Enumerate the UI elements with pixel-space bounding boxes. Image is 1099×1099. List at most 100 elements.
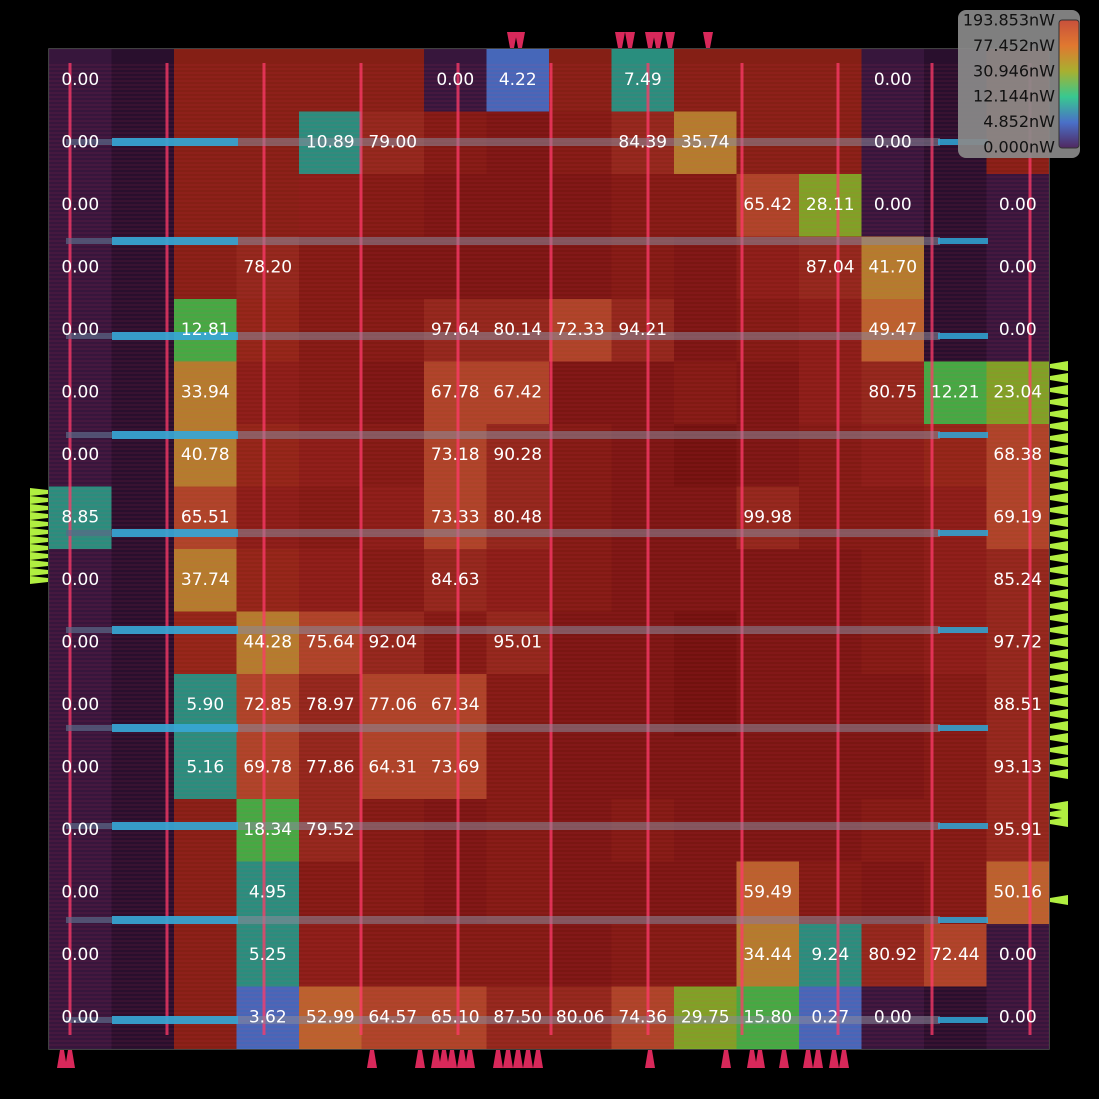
heatmap-cell — [799, 924, 862, 987]
cell-value-label: 0.00 — [999, 1007, 1037, 1027]
cell-value-label: 37.74 — [181, 570, 230, 590]
heatmap-cell — [799, 861, 862, 924]
cell-value-label: 64.57 — [368, 1007, 417, 1027]
io-pin-bottom — [415, 1050, 425, 1068]
heatmap-cell — [49, 486, 112, 549]
routing-overlay — [49, 63, 1049, 1046]
cell-value-label: 0.00 — [61, 382, 99, 402]
cell-value-label: 4.95 — [249, 882, 287, 902]
cell-value-label: 77.06 — [368, 695, 417, 715]
power-rail-segment — [112, 626, 238, 634]
power-rail-horizontal — [112, 431, 940, 439]
io-pin-right — [1050, 697, 1068, 707]
io-pin-left — [30, 504, 48, 512]
heatmap-cell — [924, 549, 987, 612]
heatmap-cell — [361, 736, 424, 799]
power-rail-segment — [112, 237, 238, 245]
heatmap-cell — [299, 611, 362, 674]
cell-value-label: 65.51 — [181, 507, 230, 527]
heatmap-cell — [549, 861, 612, 924]
heatmap-cell — [861, 174, 924, 237]
cell-value-label: 40.78 — [181, 445, 230, 465]
io-pin-left — [30, 512, 48, 520]
cell-value-label: 44.28 — [243, 632, 292, 652]
heatmap-cell — [486, 924, 549, 987]
io-pin-right — [1050, 685, 1068, 695]
heatmap-cell — [236, 861, 299, 924]
power-rail-segment — [938, 530, 988, 536]
power-rail-segment — [112, 529, 238, 537]
heatmap-cell — [111, 924, 174, 987]
heatmap-cell — [736, 924, 799, 987]
heatmap-cell — [299, 361, 362, 424]
legend-colorbar — [1058, 19, 1080, 149]
io-pin-right — [1050, 757, 1068, 767]
heatmap-cell — [174, 611, 237, 674]
cell-value-label: 8.85 — [61, 507, 99, 527]
heatmap-cell — [549, 236, 612, 299]
heatmap-cell — [174, 361, 237, 424]
heatmap-cell — [424, 861, 487, 924]
cell-value-label: 65.10 — [431, 1007, 480, 1027]
heatmap-cell — [861, 236, 924, 299]
cell-value-label: 9.24 — [811, 945, 849, 965]
heatmap-cell — [49, 799, 112, 862]
power-rail-stub — [66, 530, 112, 536]
io-pin-right — [1050, 721, 1068, 731]
power-rail-stub — [66, 725, 112, 731]
heatmap-cell — [799, 799, 862, 862]
power-rail-stub — [66, 823, 112, 829]
heatmap-cell — [486, 49, 549, 112]
heatmap-cell — [611, 924, 674, 987]
io-pin-bottom — [465, 1050, 475, 1068]
heatmap-cell — [674, 549, 737, 612]
heatmap-cell — [674, 861, 737, 924]
cell-value-label: 35.74 — [681, 132, 730, 152]
io-pin-right — [1050, 769, 1068, 779]
heatmap-cell — [736, 236, 799, 299]
heatmap-cell — [799, 49, 862, 112]
cell-value-label: 0.00 — [999, 945, 1037, 965]
cell-value-label: 67.34 — [431, 695, 480, 715]
heatmap-cell — [236, 299, 299, 362]
heatmap-cell — [174, 736, 237, 799]
heatmap-cell — [361, 549, 424, 612]
heatmap-cell — [924, 861, 987, 924]
heatmap-cell — [49, 299, 112, 362]
cell-value-label: 80.06 — [556, 1007, 605, 1027]
io-pin-right — [1050, 809, 1068, 819]
legend-tick-label: 12.144nW — [973, 87, 1055, 106]
heatmap-cell — [424, 361, 487, 424]
power-rail-horizontal — [112, 822, 940, 830]
cell-value-label: 68.38 — [993, 445, 1042, 465]
heatmap-cell — [174, 861, 237, 924]
heatmap-cell — [299, 174, 362, 237]
heatmap-cell — [611, 299, 674, 362]
heatmap-cell — [736, 861, 799, 924]
heatmap-cell — [486, 174, 549, 237]
heatmap-cell — [924, 361, 987, 424]
cell-value-label: 67.78 — [431, 382, 480, 402]
heatmap-cell — [611, 736, 674, 799]
heatmap-cell — [111, 736, 174, 799]
heatmap-cell — [799, 549, 862, 612]
heatmap-cell — [861, 611, 924, 674]
legend-box — [958, 10, 1080, 158]
cell-value-label: 0.00 — [874, 132, 912, 152]
cell-value-label: 94.21 — [618, 320, 667, 340]
heatmap-cell — [611, 174, 674, 237]
heatmap-cell — [236, 49, 299, 112]
heatmap-cell — [549, 49, 612, 112]
heatmap-cell — [861, 486, 924, 549]
io-pin-left — [30, 552, 48, 560]
io-pin-bottom — [813, 1050, 823, 1068]
heatmap-cell — [799, 611, 862, 674]
heatmap-cell — [799, 174, 862, 237]
cell-value-label: 67.42 — [493, 382, 542, 402]
io-pin-bottom — [447, 1050, 457, 1068]
io-pin-right — [1050, 733, 1068, 743]
cell-value-label: 99.98 — [743, 507, 792, 527]
heatmap-cell — [236, 549, 299, 612]
io-pin-bottom — [755, 1050, 765, 1068]
